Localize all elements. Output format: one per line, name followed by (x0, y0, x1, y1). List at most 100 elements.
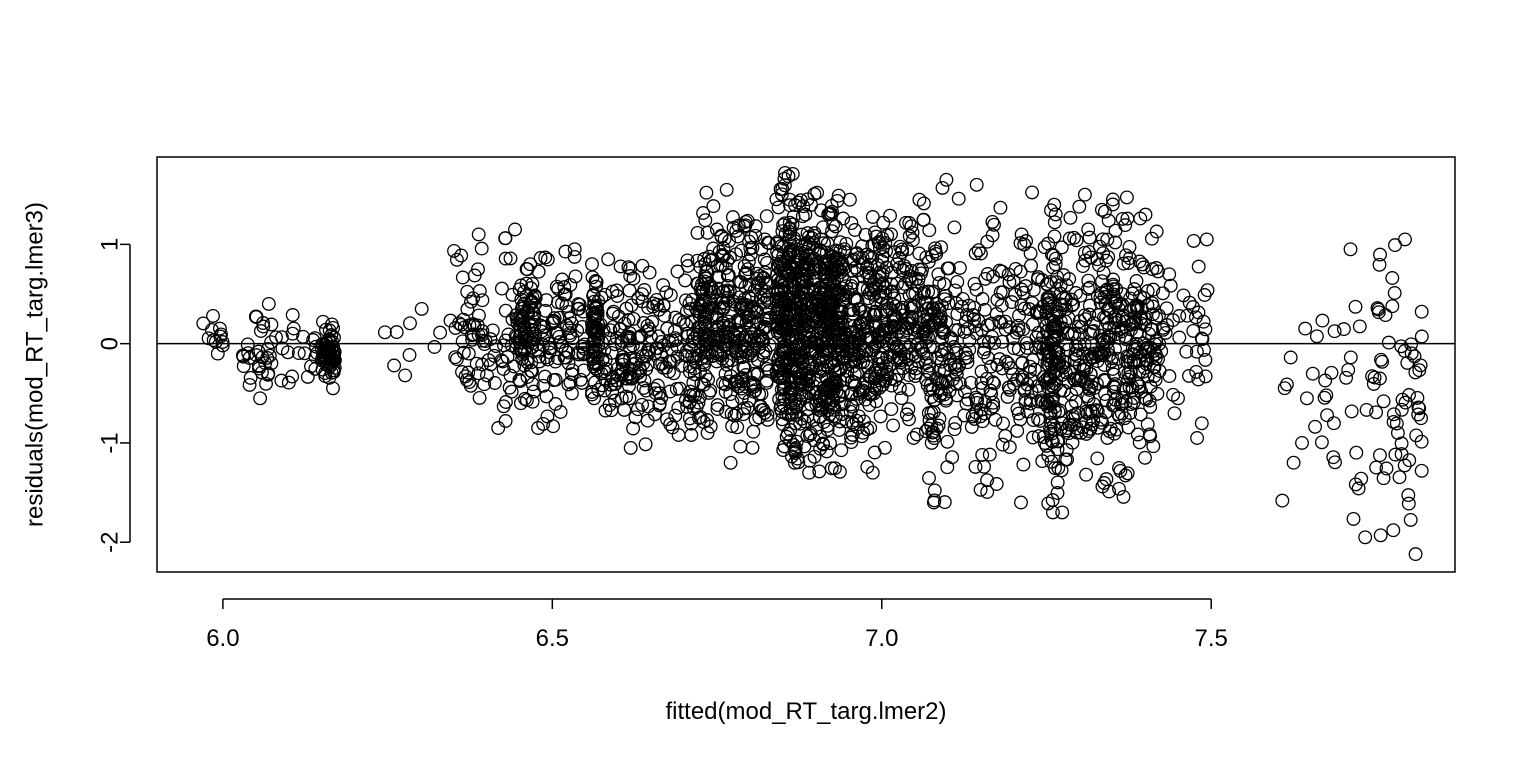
data-point (817, 267, 832, 282)
data-point (696, 206, 711, 220)
data-point (1369, 460, 1384, 475)
data-point (1387, 286, 1402, 300)
data-point (1058, 452, 1073, 467)
data-point (837, 272, 852, 287)
data-point (945, 372, 960, 387)
data-point (1189, 364, 1204, 379)
data-point (264, 317, 279, 332)
data-point (1101, 302, 1116, 317)
data-point (1056, 268, 1071, 283)
data-point (1066, 297, 1081, 312)
data-point (955, 291, 970, 306)
data-point (872, 268, 886, 283)
data-point (1140, 417, 1155, 432)
data-point (1058, 314, 1073, 329)
data-point (1065, 327, 1080, 342)
data-point (845, 386, 859, 401)
data-point (947, 220, 962, 235)
data-point (1101, 328, 1116, 343)
data-point (973, 246, 988, 261)
data-point (952, 260, 967, 275)
data-point (638, 437, 653, 452)
data-point (912, 192, 927, 207)
data-point (668, 333, 683, 348)
data-point (1339, 370, 1354, 385)
data-point (261, 366, 276, 381)
data-point (1020, 377, 1035, 392)
data-point (1082, 307, 1097, 322)
data-point (402, 348, 417, 362)
data-point (921, 254, 936, 269)
data-point (215, 338, 230, 353)
data-point (925, 425, 940, 440)
data-point (777, 178, 792, 193)
data-point (820, 308, 834, 322)
data-point (1401, 488, 1416, 503)
data-point (256, 319, 271, 334)
data-point (824, 308, 839, 323)
data-point (537, 328, 552, 343)
data-point (813, 388, 828, 403)
data-point (904, 219, 919, 234)
data-point (962, 333, 977, 348)
data-point (481, 353, 496, 368)
data-point (639, 383, 654, 398)
data-point (921, 301, 936, 316)
data-point (992, 352, 1007, 367)
data-point (736, 360, 751, 375)
data-point (543, 341, 558, 355)
data-point (504, 384, 519, 399)
data-point (779, 406, 793, 421)
data-point (806, 262, 820, 277)
data-point (690, 304, 705, 319)
data-point (802, 370, 816, 385)
data-point (1319, 388, 1334, 403)
data-point (702, 385, 717, 400)
data-point (1072, 199, 1087, 214)
data-point (1119, 248, 1133, 263)
data-point (1115, 211, 1130, 226)
data-point (982, 447, 997, 462)
data-point (928, 241, 943, 256)
data-point (1386, 407, 1401, 422)
data-point (1186, 233, 1201, 248)
data-point (837, 356, 852, 371)
y-tick-label: -1 (97, 432, 124, 453)
data-point (1040, 276, 1054, 291)
data-point (884, 402, 899, 417)
data-point (454, 317, 469, 332)
data-point (1040, 341, 1055, 356)
data-point (921, 364, 936, 379)
data-point (553, 405, 568, 419)
data-point (1040, 312, 1055, 327)
data-point (318, 369, 333, 384)
data-point (1400, 355, 1415, 370)
data-point (1128, 310, 1143, 325)
data-point (1017, 301, 1032, 316)
data-point (1041, 292, 1056, 307)
data-point (1392, 470, 1407, 485)
data-point (694, 376, 709, 391)
data-point (1198, 369, 1213, 384)
data-point (1014, 227, 1029, 242)
data-point (1004, 295, 1019, 310)
data-point (668, 310, 683, 325)
data-point (631, 365, 646, 380)
data-point (884, 378, 899, 393)
data-point (820, 422, 835, 437)
data-point (1092, 258, 1106, 273)
data-point (796, 199, 811, 214)
data-point (599, 362, 614, 376)
data-point (533, 251, 548, 265)
data-point (252, 358, 266, 373)
data-point (1000, 389, 1015, 404)
data-point (973, 482, 988, 497)
data-point (515, 352, 530, 366)
data-point (985, 375, 1000, 390)
data-point (461, 346, 476, 361)
data-point (1414, 434, 1429, 449)
data-point (977, 302, 992, 317)
data-point (1327, 324, 1342, 339)
data-point (525, 394, 540, 409)
